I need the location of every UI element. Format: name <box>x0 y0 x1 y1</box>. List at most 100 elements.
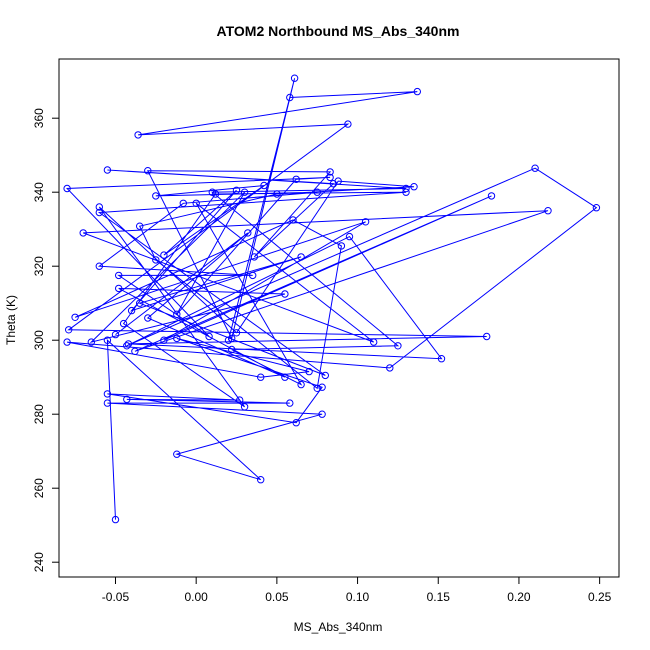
data-point <box>228 345 236 354</box>
data-point <box>345 232 354 241</box>
chart-title: ATOM2 Northbound MS_Abs_340nm <box>217 23 460 39</box>
data-point <box>413 87 421 96</box>
data-point <box>326 168 334 176</box>
data-point <box>257 373 265 381</box>
data-point <box>326 173 334 182</box>
data-point <box>289 216 297 224</box>
x-axis: -0.05 0.00 0.05 0.10 0.15 0.20 0.25 <box>102 576 612 604</box>
data-point <box>65 326 73 334</box>
data-point <box>337 242 346 250</box>
data-point <box>286 93 294 102</box>
data-point <box>103 166 112 174</box>
data-point <box>160 251 168 259</box>
data-point <box>79 229 87 237</box>
data-point <box>410 183 418 191</box>
data-series <box>63 74 601 524</box>
data-point <box>236 396 244 404</box>
data-point <box>160 336 168 344</box>
data-point <box>531 164 539 172</box>
x-tick-label: 0.25 <box>588 590 612 604</box>
data-point <box>152 192 160 200</box>
data-point <box>136 222 144 230</box>
data-point <box>173 334 181 343</box>
data-point <box>173 310 181 318</box>
data-point <box>103 336 112 344</box>
data-point <box>115 271 123 280</box>
x-tick-label: 0.15 <box>427 590 451 604</box>
data-point <box>292 419 300 427</box>
data-point <box>257 476 265 484</box>
series-line <box>65 78 598 520</box>
data-point <box>144 167 152 175</box>
x-tick-label: 0.00 <box>184 590 208 604</box>
data-point <box>250 253 259 261</box>
data-point <box>131 347 139 355</box>
data-point <box>111 515 120 524</box>
data-point <box>334 177 342 185</box>
x-tick-label: 0.10 <box>346 590 370 604</box>
x-tick-label: -0.05 <box>102 590 130 604</box>
data-point <box>95 208 104 217</box>
data-point <box>115 284 123 293</box>
data-point <box>240 403 249 411</box>
data-point <box>144 314 152 322</box>
x-tick-label: 0.20 <box>507 590 531 604</box>
data-point <box>361 218 370 226</box>
y-tick-label: 320 <box>32 256 46 276</box>
data-point <box>179 199 188 208</box>
data-point <box>402 184 410 193</box>
x-tick-label: 0.05 <box>265 590 289 604</box>
data-point <box>95 262 104 270</box>
data-point <box>205 332 213 341</box>
data-point <box>297 253 305 261</box>
data-point <box>63 338 71 346</box>
data-point <box>344 120 352 128</box>
y-tick-label: 240 <box>32 552 46 572</box>
plot-frame <box>58 58 620 578</box>
data-point <box>437 355 446 363</box>
data-point <box>123 395 131 404</box>
data-point <box>483 332 491 341</box>
data-point <box>292 175 300 184</box>
data-point <box>71 313 79 321</box>
data-point <box>592 204 601 212</box>
data-point <box>544 207 552 215</box>
data-point <box>305 367 313 376</box>
y-tick-label: 340 <box>32 182 46 202</box>
data-point <box>111 330 120 339</box>
data-point <box>370 338 378 346</box>
data-point <box>273 190 281 198</box>
data-point <box>87 338 96 346</box>
data-point <box>103 399 112 407</box>
data-point <box>134 131 142 139</box>
data-point <box>313 384 321 392</box>
data-point <box>318 383 326 391</box>
y-axis-label: Theta (K) <box>4 295 18 345</box>
data-point <box>232 329 241 337</box>
y-tick-label: 260 <box>32 478 46 498</box>
data-point <box>321 371 329 380</box>
data-point <box>313 188 321 196</box>
x-axis-label: MS_Abs_340nm <box>294 620 383 634</box>
data-point <box>136 299 144 307</box>
data-point <box>318 410 326 418</box>
data-point <box>281 373 289 381</box>
data-point <box>123 342 131 350</box>
data-point <box>152 256 160 264</box>
data-point <box>127 306 136 315</box>
data-point <box>260 181 268 190</box>
data-point <box>244 229 252 237</box>
data-point <box>232 186 241 195</box>
data-point <box>173 450 181 458</box>
data-point <box>297 380 305 389</box>
data-point <box>119 319 128 328</box>
y-tick-label: 300 <box>32 330 46 350</box>
data-point <box>487 192 496 200</box>
data-point <box>281 290 289 298</box>
y-axis: 240 260 280 300 320 340 360 <box>32 108 60 572</box>
data-point <box>286 399 294 407</box>
data-point <box>63 184 71 193</box>
data-point <box>249 271 257 280</box>
data-point <box>394 342 402 350</box>
